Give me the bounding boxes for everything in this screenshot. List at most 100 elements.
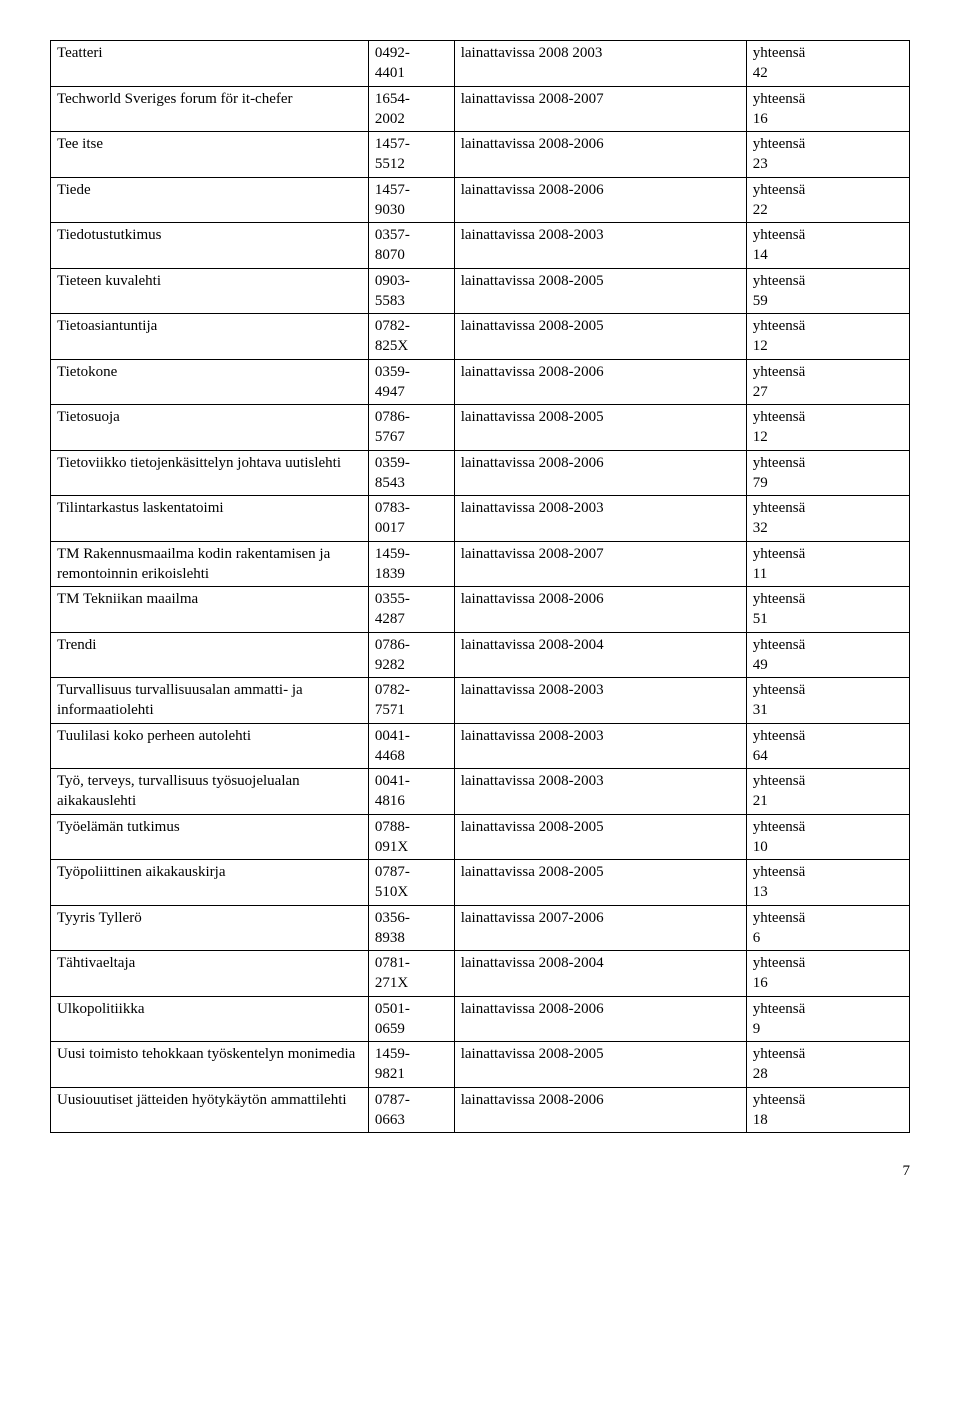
table-row: Työelämän tutkimus0788-091Xlainattavissa… (51, 814, 910, 860)
title-cell: Teatteri (51, 41, 369, 87)
table-row: Tieteen kuvalehti0903-5583lainattavissa … (51, 268, 910, 314)
availability-cell: lainattavissa 2008-2003 (454, 496, 746, 542)
total-cell: yhteensä49 (746, 632, 909, 678)
periodicals-table: Teatteri0492-4401lainattavissa 2008 2003… (50, 40, 910, 1133)
total-cell: yhteensä23 (746, 132, 909, 178)
issn-cell: 0356-8938 (368, 905, 454, 951)
table-row: Turvallisuus turvallisuusalan ammatti- j… (51, 678, 910, 724)
table-row: Tilintarkastus laskentatoimi0783-0017lai… (51, 496, 910, 542)
issn-cell: 0781-271X (368, 951, 454, 997)
total-cell: yhteensä9 (746, 996, 909, 1042)
total-cell: yhteensä18 (746, 1087, 909, 1133)
title-cell: Tuulilasi koko perheen autolehti (51, 723, 369, 769)
table-row: Trendi0786-9282lainattavissa 2008-2004yh… (51, 632, 910, 678)
table-row: TM Rakennusmaailma kodin rakentamisen ja… (51, 541, 910, 587)
title-cell: TM Tekniikan maailma (51, 587, 369, 633)
title-cell: Tähtivaeltaja (51, 951, 369, 997)
availability-cell: lainattavissa 2008 2003 (454, 41, 746, 87)
total-cell: yhteensä14 (746, 223, 909, 269)
table-row: Tietosuoja0786-5767lainattavissa 2008-20… (51, 405, 910, 451)
total-cell: yhteensä32 (746, 496, 909, 542)
title-cell: Tieteen kuvalehti (51, 268, 369, 314)
availability-cell: lainattavissa 2008-2005 (454, 814, 746, 860)
issn-cell: 0787-510X (368, 860, 454, 906)
title-cell: Turvallisuus turvallisuusalan ammatti- j… (51, 678, 369, 724)
table-row: Tietokone0359-4947lainattavissa 2008-200… (51, 359, 910, 405)
availability-cell: lainattavissa 2008-2005 (454, 860, 746, 906)
total-cell: yhteensä12 (746, 405, 909, 451)
title-cell: TM Rakennusmaailma kodin rakentamisen ja… (51, 541, 369, 587)
issn-cell: 0357-8070 (368, 223, 454, 269)
availability-cell: lainattavissa 2008-2006 (454, 132, 746, 178)
table-row: Tyyris Tyllerö0356-8938lainattavissa 200… (51, 905, 910, 951)
title-cell: Uusi toimisto tehokkaan työskentelyn mon… (51, 1042, 369, 1088)
availability-cell: lainattavissa 2008-2006 (454, 450, 746, 496)
table-row: Tietoasiantuntija0782-825Xlainattavissa … (51, 314, 910, 360)
total-cell: yhteensä16 (746, 86, 909, 132)
issn-cell: 0787-0663 (368, 1087, 454, 1133)
table-row: Tuulilasi koko perheen autolehti0041-446… (51, 723, 910, 769)
table-row: Tähtivaeltaja0781-271Xlainattavissa 2008… (51, 951, 910, 997)
issn-cell: 0492-4401 (368, 41, 454, 87)
total-cell: yhteensä11 (746, 541, 909, 587)
total-cell: yhteensä6 (746, 905, 909, 951)
total-cell: yhteensä59 (746, 268, 909, 314)
availability-cell: lainattavissa 2008-2005 (454, 1042, 746, 1088)
table-row: Teatteri0492-4401lainattavissa 2008 2003… (51, 41, 910, 87)
total-cell: yhteensä22 (746, 177, 909, 223)
availability-cell: lainattavissa 2008-2003 (454, 769, 746, 815)
table-row: Uusiouutiset jätteiden hyötykäytön ammat… (51, 1087, 910, 1133)
title-cell: Techworld Sveriges forum för it-chefer (51, 86, 369, 132)
availability-cell: lainattavissa 2008-2007 (454, 541, 746, 587)
title-cell: Uusiouutiset jätteiden hyötykäytön ammat… (51, 1087, 369, 1133)
page-number: 7 (50, 1163, 910, 1180)
availability-cell: lainattavissa 2008-2006 (454, 359, 746, 405)
issn-cell: 1459-1839 (368, 541, 454, 587)
total-cell: yhteensä16 (746, 951, 909, 997)
availability-cell: lainattavissa 2008-2006 (454, 177, 746, 223)
availability-cell: lainattavissa 2008-2005 (454, 405, 746, 451)
total-cell: yhteensä12 (746, 314, 909, 360)
availability-cell: lainattavissa 2008-2006 (454, 587, 746, 633)
total-cell: yhteensä42 (746, 41, 909, 87)
total-cell: yhteensä13 (746, 860, 909, 906)
issn-cell: 0355-4287 (368, 587, 454, 633)
issn-cell: 0788-091X (368, 814, 454, 860)
issn-cell: 0041-4816 (368, 769, 454, 815)
availability-cell: lainattavissa 2008-2003 (454, 678, 746, 724)
total-cell: yhteensä31 (746, 678, 909, 724)
title-cell: Tee itse (51, 132, 369, 178)
issn-cell: 1457-5512 (368, 132, 454, 178)
total-cell: yhteensä51 (746, 587, 909, 633)
availability-cell: lainattavissa 2007-2006 (454, 905, 746, 951)
title-cell: Tietokone (51, 359, 369, 405)
total-cell: yhteensä10 (746, 814, 909, 860)
title-cell: Tiedotustutkimus (51, 223, 369, 269)
table-row: TM Tekniikan maailma0355-4287lainattavis… (51, 587, 910, 633)
table-row: Uusi toimisto tehokkaan työskentelyn mon… (51, 1042, 910, 1088)
table-row: Työpoliittinen aikakauskirja0787-510Xlai… (51, 860, 910, 906)
table-row: Ulkopolitiikka0501-0659lainattavissa 200… (51, 996, 910, 1042)
table-row: Techworld Sveriges forum för it-chefer16… (51, 86, 910, 132)
issn-cell: 0786-9282 (368, 632, 454, 678)
issn-cell: 0782-7571 (368, 678, 454, 724)
availability-cell: lainattavissa 2008-2003 (454, 723, 746, 769)
total-cell: yhteensä27 (746, 359, 909, 405)
issn-cell: 1654-2002 (368, 86, 454, 132)
total-cell: yhteensä21 (746, 769, 909, 815)
table-row: Tiedotustutkimus0357-8070lainattavissa 2… (51, 223, 910, 269)
title-cell: Trendi (51, 632, 369, 678)
title-cell: Tilintarkastus laskentatoimi (51, 496, 369, 542)
availability-cell: lainattavissa 2008-2004 (454, 951, 746, 997)
availability-cell: lainattavissa 2008-2006 (454, 996, 746, 1042)
issn-cell: 0786-5767 (368, 405, 454, 451)
title-cell: Tietoasiantuntija (51, 314, 369, 360)
title-cell: Työpoliittinen aikakauskirja (51, 860, 369, 906)
issn-cell: 0782-825X (368, 314, 454, 360)
issn-cell: 0501-0659 (368, 996, 454, 1042)
issn-cell: 0359-4947 (368, 359, 454, 405)
title-cell: Tietoviikko tietojenkäsittelyn johtava u… (51, 450, 369, 496)
title-cell: Tyyris Tyllerö (51, 905, 369, 951)
availability-cell: lainattavissa 2008-2007 (454, 86, 746, 132)
issn-cell: 0359-8543 (368, 450, 454, 496)
